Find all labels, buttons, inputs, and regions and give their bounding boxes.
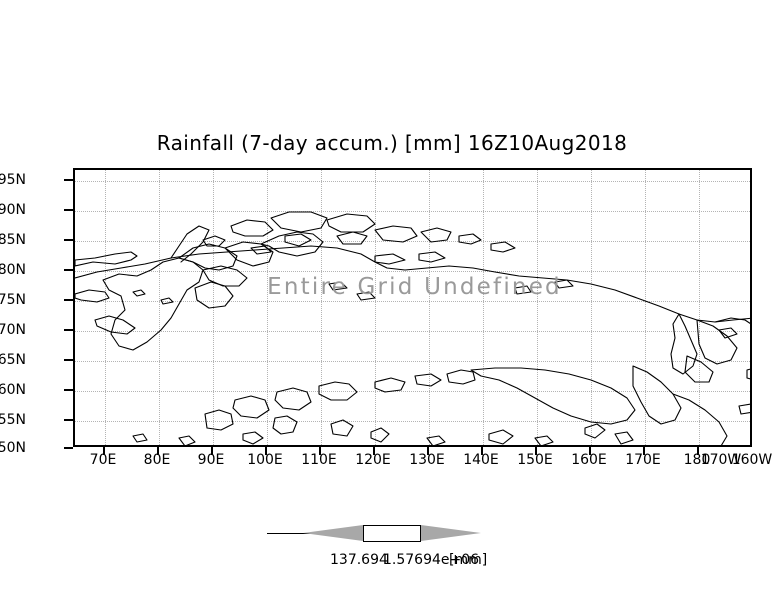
gridline-vertical — [591, 170, 592, 445]
gridline-horizontal — [75, 421, 750, 422]
y-tick-label: 55N — [0, 412, 26, 428]
x-tick-label: 160E — [571, 452, 607, 468]
y-tick-label: 50N — [0, 440, 26, 456]
x-tick-label: 170W — [700, 452, 742, 468]
x-tick-mark — [265, 447, 267, 455]
coastline-overlay — [75, 211, 750, 445]
map-plot-area[interactable]: Entire Grid Undefined — [73, 168, 752, 447]
y-tick-label: 70N — [0, 322, 26, 338]
x-tick-label: 110E — [301, 452, 337, 468]
page-title: Rainfall (7-day accum.) [mm] 16Z10Aug201… — [156, 131, 628, 155]
x-tick-mark — [427, 447, 429, 455]
x-tick-mark — [535, 447, 537, 455]
x-tick-label: 90E — [197, 452, 225, 468]
x-tick-mark — [319, 447, 321, 455]
x-tick-label: 130E — [409, 452, 445, 468]
x-tick-mark — [643, 447, 645, 455]
x-tick-label: 160W — [731, 452, 773, 468]
y-tick-mark — [64, 329, 73, 331]
gridline-vertical — [645, 170, 646, 445]
gridline-vertical — [483, 170, 484, 445]
colorbar-units-label: [mm] — [449, 552, 488, 568]
x-tick-label: 170E — [625, 452, 661, 468]
colorbar-min-label: 137.694 — [330, 552, 388, 568]
x-tick-mark — [211, 447, 213, 455]
y-tick-label: 95N — [0, 172, 26, 188]
colorbar-spike-left — [267, 532, 314, 535]
x-tick-label: 150E — [517, 452, 553, 468]
y-tick-mark — [64, 209, 73, 211]
x-tick-mark — [157, 447, 159, 455]
gridline-vertical — [699, 170, 700, 445]
colorbar-swatch — [363, 525, 421, 542]
gridline-horizontal — [75, 241, 750, 242]
y-tick-label: 60N — [0, 382, 26, 398]
y-tick-label: 85N — [0, 232, 26, 248]
y-tick-label: 90N — [0, 202, 26, 218]
y-tick-mark — [64, 269, 73, 271]
gridline-horizontal — [75, 361, 750, 362]
x-tick-mark — [103, 447, 105, 455]
x-tick-mark — [373, 447, 375, 455]
x-tick-label: 140E — [463, 452, 499, 468]
x-tick-mark — [481, 447, 483, 455]
gridline-vertical — [105, 170, 106, 445]
gridline-vertical — [321, 170, 322, 445]
gridline-horizontal — [75, 211, 750, 212]
gridline-vertical — [375, 170, 376, 445]
x-tick-label: 180 — [683, 452, 711, 468]
y-tick-label: 80N — [0, 262, 26, 278]
y-tick-label: 75N — [0, 292, 26, 308]
gridline-vertical — [429, 170, 430, 445]
colorbar-max-label: 1.57694e+06 — [383, 552, 480, 568]
x-tick-label: 70E — [89, 452, 117, 468]
x-tick-label: 80E — [143, 452, 171, 468]
x-tick-mark — [697, 447, 699, 455]
y-tick-mark — [64, 389, 73, 391]
y-tick-mark — [64, 239, 73, 241]
y-tick-mark — [64, 359, 73, 361]
y-tick-label: 65N — [0, 352, 26, 368]
x-tick-label: 100E — [247, 452, 283, 468]
x-tick-label: 120E — [355, 452, 391, 468]
colorbar[interactable]: 137.694 1.57694e+06 [mm] — [0, 520, 784, 580]
gridline-vertical — [159, 170, 160, 445]
colorbar-graphic — [267, 520, 481, 546]
gridline-vertical — [267, 170, 268, 445]
gridline-horizontal — [75, 331, 750, 332]
x-tick-mark — [589, 447, 591, 455]
gridline-horizontal — [75, 391, 750, 392]
y-tick-mark — [64, 179, 73, 181]
y-tick-mark — [64, 299, 73, 301]
gridline-vertical — [537, 170, 538, 445]
colorbar-arrow-left — [303, 525, 363, 541]
gridline-horizontal — [75, 271, 750, 272]
gridline-horizontal — [75, 301, 750, 302]
y-tick-mark — [64, 447, 73, 449]
gridline-horizontal — [75, 181, 750, 182]
colorbar-arrow-right — [421, 525, 481, 541]
y-tick-mark — [64, 419, 73, 421]
